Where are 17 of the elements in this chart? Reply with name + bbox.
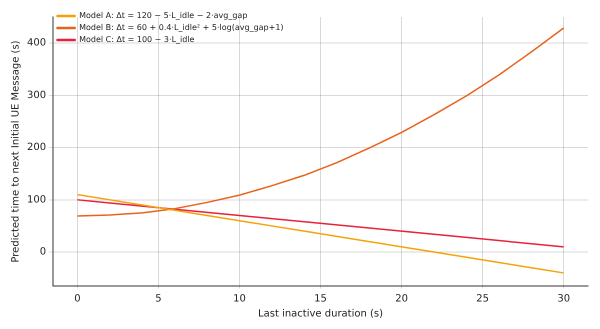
legend-label: Model B: Δt = 60 + 0.4·L_idle² + 5·log(avg_gap+1) xyxy=(79,23,284,32)
x-tick-label: 30 xyxy=(557,294,570,305)
x-tick-label: 10 xyxy=(233,294,246,305)
y-tick-label: 0 xyxy=(40,246,46,258)
y-tick-label: 300 xyxy=(26,90,46,101)
x-tick-label: 5 xyxy=(155,294,162,305)
y-tick-label: 400 xyxy=(26,38,46,49)
legend-label: Model A: Δt = 120 − 5·L_idle − 2·avg_gap xyxy=(79,11,248,20)
y-tick-label: 200 xyxy=(26,142,46,154)
x-tick-label: 20 xyxy=(395,294,408,305)
y-tick-label: 100 xyxy=(26,194,46,206)
x-tick-label: 25 xyxy=(476,294,490,305)
x-tick-label: 15 xyxy=(314,294,327,305)
x-axis-title: Last inactive duration (s) xyxy=(258,308,384,320)
y-axis-title: Predicted time to next Initial UE Message (s) xyxy=(10,40,22,263)
legend-label: Model C: Δt = 100 − 3·L_idle xyxy=(79,35,195,44)
x-tick-label: 0 xyxy=(74,294,81,305)
